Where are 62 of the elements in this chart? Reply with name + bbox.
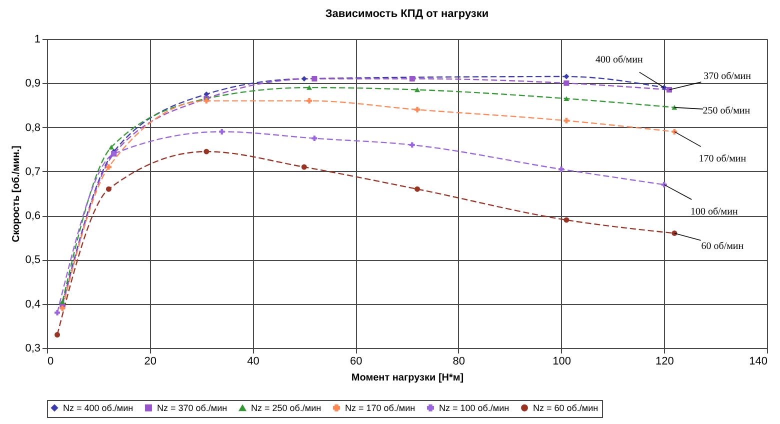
y-tick-label: 0,5 bbox=[25, 254, 40, 266]
x-tick-label: 80 bbox=[452, 356, 466, 368]
x-tick-label: 140 bbox=[749, 356, 768, 368]
point bbox=[564, 96, 570, 101]
point bbox=[306, 85, 312, 90]
point bbox=[60, 299, 66, 304]
point bbox=[414, 87, 420, 92]
point bbox=[106, 164, 112, 170]
point bbox=[54, 310, 60, 316]
x-tick-label: 20 bbox=[144, 356, 156, 368]
point bbox=[312, 76, 318, 82]
point bbox=[564, 217, 570, 223]
annotation: 370 об/мин bbox=[704, 70, 752, 82]
point bbox=[661, 182, 667, 188]
point bbox=[414, 106, 420, 112]
x-tick-label: 60 bbox=[350, 356, 362, 368]
annotation: 250 об/мин bbox=[702, 105, 751, 116]
legend-label: Nz = 250 об./мин bbox=[251, 403, 322, 414]
point bbox=[414, 186, 420, 192]
point bbox=[672, 105, 678, 110]
point bbox=[60, 306, 66, 312]
y-tick-label: 0,8 bbox=[25, 122, 40, 134]
point bbox=[106, 186, 112, 192]
legend-label: Nz = 400 об./мин bbox=[63, 402, 134, 413]
annotation: 100 об/мин bbox=[690, 206, 738, 218]
y-tick-label: 0,7 bbox=[25, 166, 40, 178]
legend-label: Nz = 370 об./мин bbox=[157, 402, 228, 413]
annotation: 400 об/мин bbox=[595, 54, 644, 66]
y-tick-label: 0,4 bbox=[25, 298, 40, 310]
legend-label: Nz = 170 об./мин bbox=[345, 402, 416, 413]
y-tick-label: 1 bbox=[34, 34, 40, 46]
x-tick-label: 40 bbox=[247, 356, 260, 368]
point bbox=[204, 148, 210, 154]
point bbox=[312, 136, 318, 142]
point bbox=[409, 142, 415, 148]
y-axis-title: Скорость [об./мин.] bbox=[11, 146, 22, 242]
chart-title: Зависимость КПД от нагрузки bbox=[325, 8, 489, 20]
point bbox=[564, 80, 570, 86]
point bbox=[301, 76, 307, 82]
point bbox=[306, 98, 312, 104]
annotation: 170 об/мин bbox=[698, 154, 747, 165]
x-tick-label: 0 bbox=[48, 356, 54, 368]
x-axis-title: Момент нагрузки [Н*м] bbox=[351, 372, 464, 384]
y-tick-label: 0,6 bbox=[25, 210, 40, 222]
legend-label: Nz = 100 об./мин bbox=[439, 402, 510, 413]
point bbox=[54, 332, 60, 338]
annotation: 60 об/мин bbox=[701, 241, 744, 252]
y-tick-label: 0,9 bbox=[25, 78, 40, 90]
point bbox=[204, 98, 210, 104]
legend-label: Nz = 60 об./мин bbox=[533, 402, 598, 413]
point bbox=[301, 164, 307, 170]
point bbox=[219, 128, 225, 134]
point bbox=[672, 128, 678, 134]
point bbox=[558, 166, 564, 172]
x-tick-label: 120 bbox=[655, 356, 674, 368]
point bbox=[409, 76, 415, 82]
point bbox=[564, 118, 570, 124]
x-tick-label: 100 bbox=[552, 356, 571, 368]
point bbox=[666, 87, 672, 92]
point bbox=[564, 74, 570, 80]
y-tick-label: 0,3 bbox=[25, 342, 40, 354]
point bbox=[108, 144, 114, 150]
